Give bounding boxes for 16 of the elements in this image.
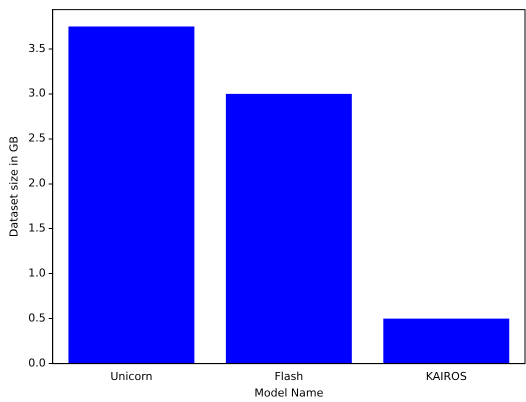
y-tick-label: 2.5 bbox=[28, 132, 46, 145]
x-axis-title: Model Name bbox=[254, 386, 324, 400]
y-tick-label: 1.5 bbox=[28, 222, 46, 235]
y-tick-label: 1.0 bbox=[28, 266, 46, 280]
y-tick-label: 3.0 bbox=[28, 86, 46, 100]
y-tick-label: 2.0 bbox=[28, 176, 46, 190]
bar bbox=[383, 318, 510, 364]
x-tick-label: KAIROS bbox=[426, 370, 467, 384]
y-tick-label: 3.5 bbox=[28, 42, 46, 55]
x-tick-label: Flash bbox=[274, 370, 304, 384]
y-axis-title: Dataset size in GB bbox=[7, 136, 20, 238]
bar bbox=[68, 26, 194, 364]
y-tick-label: 0.5 bbox=[28, 312, 46, 325]
x-tick-label: Unicorn bbox=[110, 370, 153, 384]
y-tick-label: 0.0 bbox=[28, 356, 46, 370]
bar bbox=[226, 94, 352, 364]
